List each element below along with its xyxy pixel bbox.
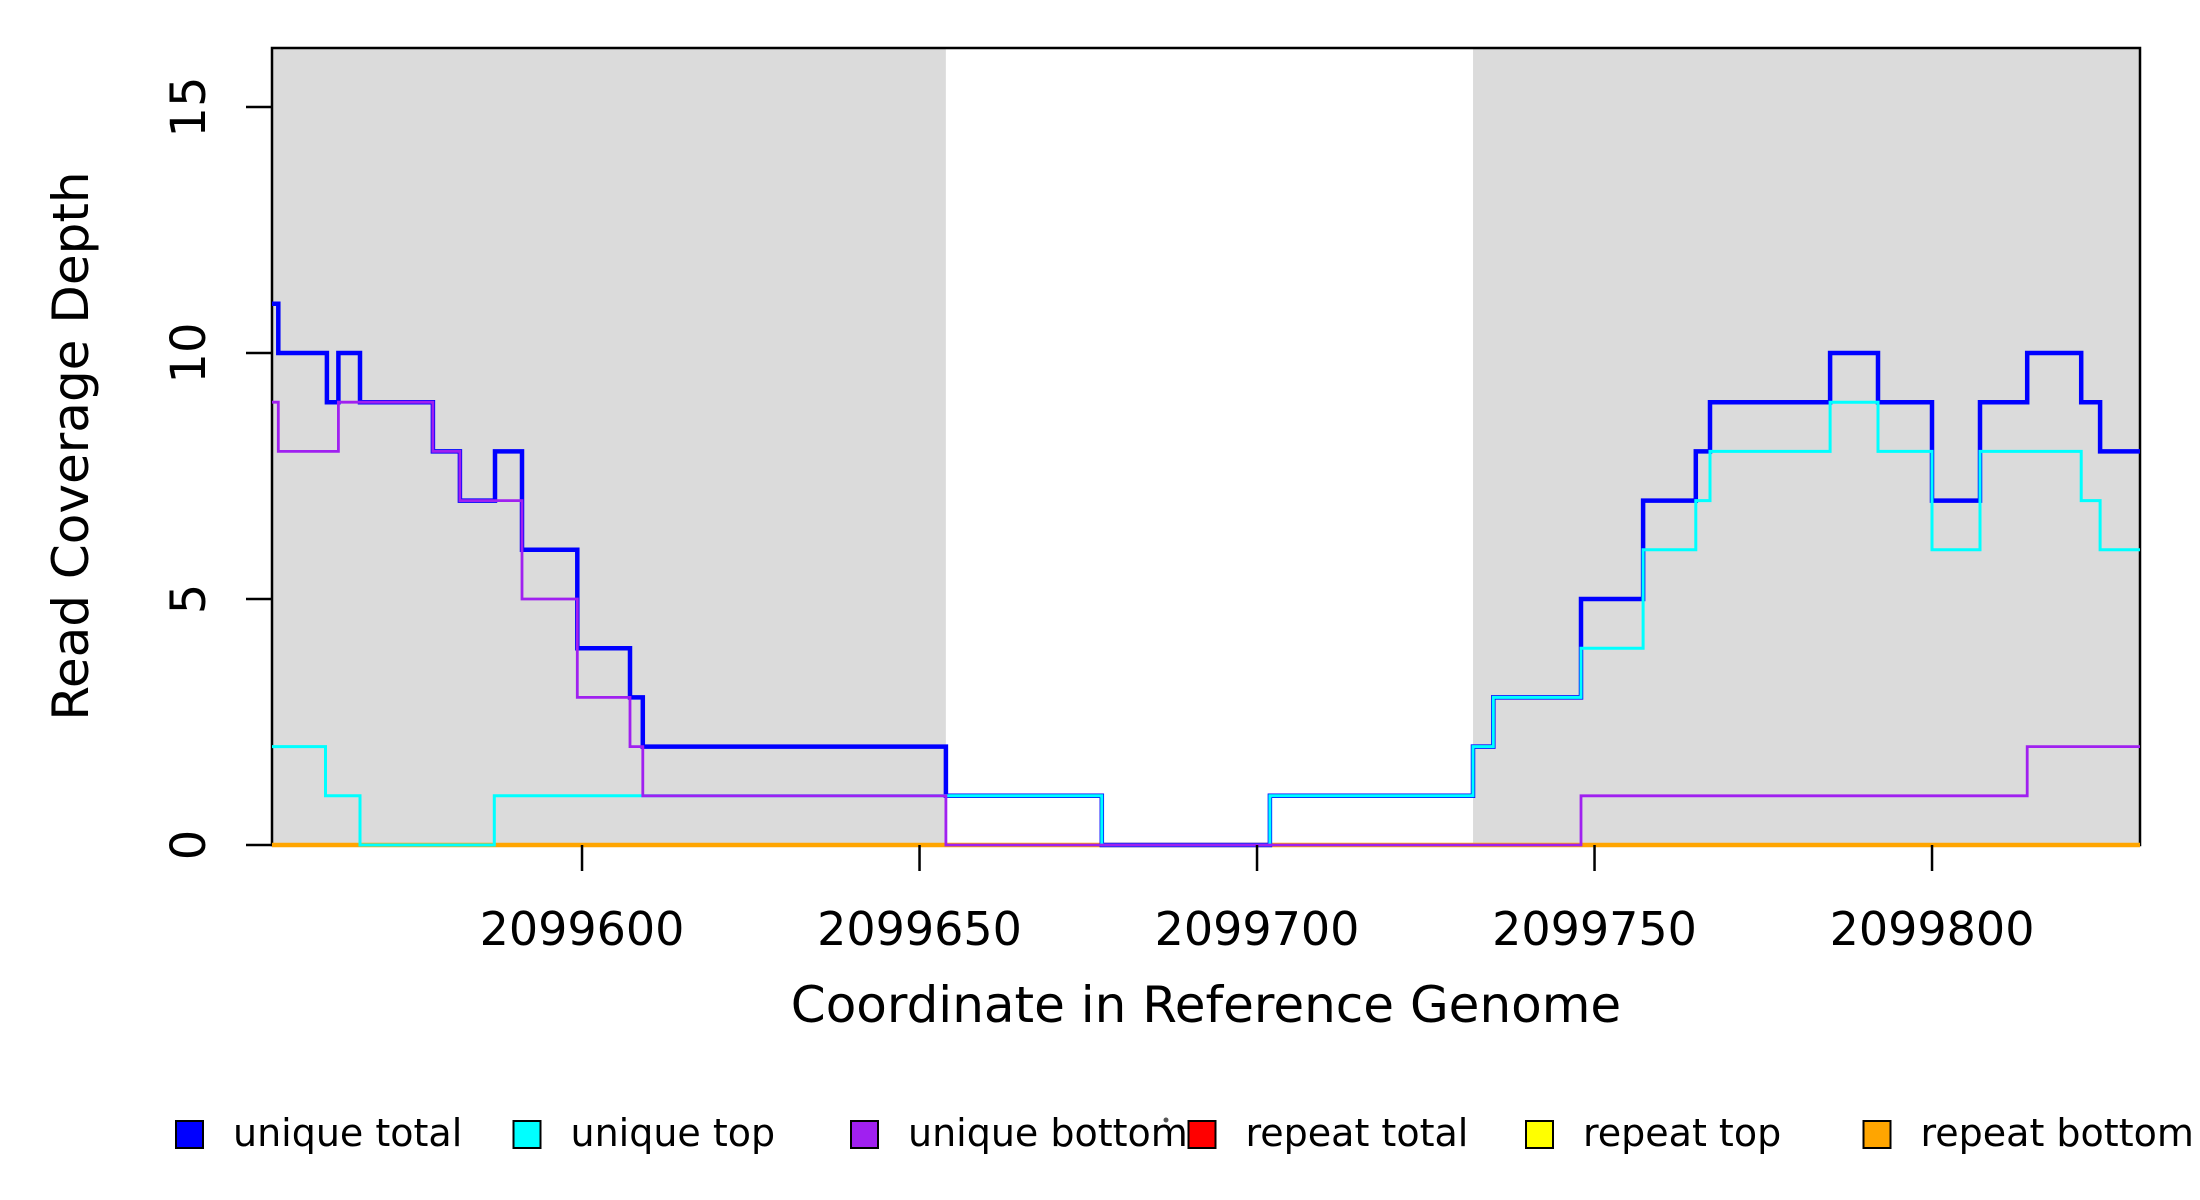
y-axis-title: Read Coverage Depth <box>42 171 100 720</box>
x-axis-tick-label: 2099650 <box>817 902 1022 956</box>
x-axis-tick-label: 2099700 <box>1155 902 1360 956</box>
legend-swatch-unique-total <box>175 1120 204 1149</box>
legend-item: repeat top <box>1525 1111 1781 1155</box>
legend-label: repeat top <box>1583 1111 1781 1155</box>
legend-item: unique top <box>512 1111 776 1155</box>
y-axis-tick-label: 15 <box>161 76 217 137</box>
series-unique-bottom <box>272 400 2140 847</box>
legend-swatch-repeat-top <box>1525 1120 1554 1149</box>
legend-label: unique total <box>233 1111 462 1155</box>
legend-swatch-unique-top <box>512 1120 542 1149</box>
legend-label: repeat bottom <box>1921 1111 2194 1155</box>
shaded-regions <box>272 48 2140 845</box>
axes: 2099600 2099650 2099700 2099750 2099800 0 5 10 1… <box>161 76 2034 956</box>
x-axis-tick-label: 2099600 <box>480 902 685 956</box>
y-axis-tick-label: 0 <box>161 830 217 861</box>
x-axis-tick-label: 2099750 <box>1492 902 1697 956</box>
legend: unique total unique top unique bottom repea… <box>175 1111 2194 1155</box>
legend-item: repeat bottom <box>1862 1111 2194 1155</box>
legend-swatch-repeat-bottom <box>1862 1120 1892 1149</box>
legend-label: unique top <box>571 1111 776 1155</box>
stray-dot <box>1163 1117 1169 1123</box>
x-axis-title: Coordinate in Reference Genome <box>791 976 1621 1034</box>
legend-swatch-repeat-total <box>1187 1120 1217 1149</box>
legend-item: unique total <box>175 1111 462 1155</box>
shaded-region <box>272 48 946 845</box>
series-lines <box>272 301 2140 848</box>
y-axis-tick-label: 10 <box>161 322 217 383</box>
legend-label: unique bottom <box>908 1111 1188 1155</box>
legend-item: unique bottom <box>850 1111 1188 1155</box>
y-axis-tick-label: 5 <box>161 584 217 615</box>
legend-swatch-unique-bottom <box>850 1120 879 1149</box>
legend-label: repeat total <box>1246 1111 1469 1155</box>
legend-item: repeat total <box>1187 1111 1469 1155</box>
shaded-region <box>1473 48 2140 845</box>
x-axis-tick-label: 2099800 <box>1830 902 2035 956</box>
series-unique-top <box>272 400 2140 847</box>
